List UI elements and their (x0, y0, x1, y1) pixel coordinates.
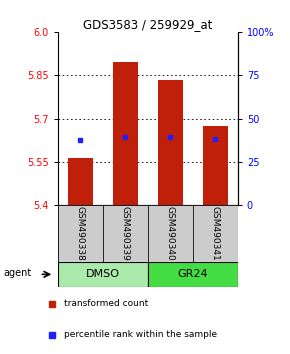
Text: GSM490340: GSM490340 (166, 206, 175, 261)
Title: GDS3583 / 259929_at: GDS3583 / 259929_at (83, 18, 213, 31)
Bar (148, 262, 238, 287)
Text: GSM490338: GSM490338 (76, 206, 85, 261)
Bar (203, 126, 228, 205)
Bar (58, 262, 148, 287)
Bar (58, 205, 103, 262)
Text: GSM490339: GSM490339 (121, 206, 130, 261)
Bar (68, 158, 93, 205)
Text: percentile rank within the sample: percentile rank within the sample (64, 331, 218, 339)
Bar (158, 80, 183, 205)
Bar (103, 205, 148, 262)
Text: GSM490341: GSM490341 (211, 206, 220, 261)
Text: agent: agent (3, 268, 31, 278)
Bar (148, 205, 193, 262)
Bar (113, 62, 138, 205)
Text: GR24: GR24 (177, 269, 208, 279)
Text: transformed count: transformed count (64, 299, 149, 308)
Bar (193, 205, 238, 262)
Text: DMSO: DMSO (86, 269, 120, 279)
